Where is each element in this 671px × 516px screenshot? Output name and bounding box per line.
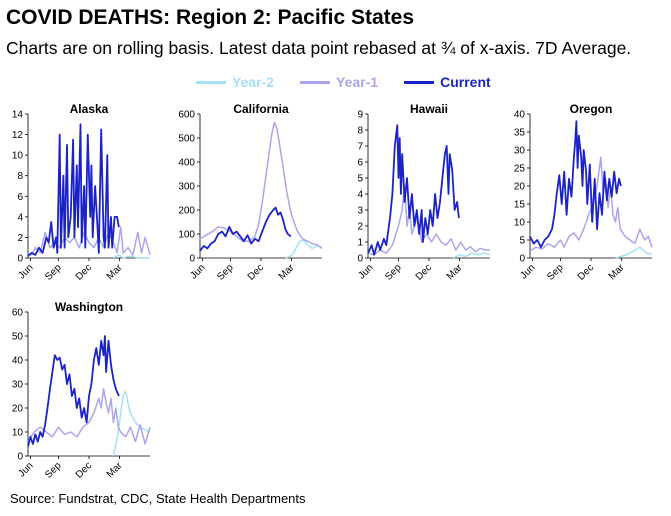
chart-subtitle: Charts are on rolling basis. Latest data… [6, 38, 632, 58]
y-tick-label: 0 [357, 254, 363, 265]
y-tick-label: 20 [12, 404, 24, 415]
x-tick-label: Jun [356, 262, 375, 281]
y-tick-label: 200 [178, 206, 195, 217]
x-tick-label: Mar [277, 262, 297, 282]
series-line-current [529, 120, 622, 249]
y-tick-label: 5 [357, 174, 363, 185]
series-line-year-2 [112, 254, 150, 259]
series-line-current [367, 124, 460, 256]
legend-swatch-year-1 [300, 80, 331, 84]
y-tick-label: 100 [178, 230, 195, 241]
y-tick-label: 2 [357, 222, 363, 233]
y-tick-label: 25 [514, 164, 526, 175]
x-tick-label: Dec [414, 262, 434, 282]
y-tick-label: 7 [357, 142, 363, 153]
legend-label-year-2: Year-2 [232, 74, 275, 90]
x-tick-label: Jun [16, 262, 35, 281]
y-tick-label: 8 [357, 126, 363, 137]
y-tick-label: 8 [17, 171, 23, 182]
series-line-year-2 [453, 252, 491, 259]
legend-swatch-current [404, 80, 435, 84]
x-tick-label: Sep [545, 262, 566, 283]
y-tick-label: 10 [12, 428, 24, 439]
legend-label-current: Current [440, 74, 491, 90]
y-tick-label: 10 [514, 218, 526, 229]
y-tick-label: 0 [17, 452, 23, 463]
x-tick-label: Mar [445, 262, 465, 282]
x-tick-label: Mar [607, 262, 627, 282]
chart-california: California 0 100 200 300 400 500 600 Jun Sep Dec Ma… [178, 102, 323, 283]
y-tick-label: 10 [12, 151, 24, 162]
x-tick-label: Sep [215, 262, 236, 283]
subplot-title: California [233, 102, 289, 116]
source-note: Source: Fundstrat, CDC, State Health Dep… [10, 491, 306, 506]
y-tick-label: 4 [17, 212, 23, 223]
legend-swatch-year-2 [196, 80, 226, 84]
x-tick-label: Dec [74, 262, 94, 282]
series-line-year-1 [529, 156, 653, 252]
subplot-title: Alaska [70, 102, 109, 116]
x-tick-label: Dec [246, 262, 266, 282]
y-tick-label: 500 [178, 134, 195, 145]
y-tick-label: 40 [12, 356, 24, 367]
y-tick-label: 60 [12, 308, 24, 319]
y-tick-label: 2 [17, 233, 23, 244]
y-tick-label: 40 [514, 110, 526, 121]
y-tick-label: 30 [12, 380, 24, 391]
y-tick-label: 50 [12, 332, 24, 343]
chart-washington: Washington 0 10 20 30 40 50 60 Jun Sep Dec Mar [12, 300, 151, 481]
y-tick-label: 4 [357, 190, 363, 201]
series-line-current [27, 335, 120, 447]
y-tick-label: 300 [178, 182, 195, 193]
y-tick-label: 14 [12, 110, 24, 121]
series-line-year-2 [615, 246, 653, 259]
x-tick-label: Jun [16, 460, 35, 479]
x-tick-label: Dec [576, 262, 596, 282]
series-line-current [27, 123, 120, 257]
x-tick-label: Jun [518, 262, 537, 281]
series-line-current [199, 206, 292, 252]
chart-hawaii: Hawaii 0 1 2 3 4 5 6 7 8 9 Jun Sep Dec Mar [356, 102, 491, 283]
series-line-year-1 [199, 121, 323, 250]
series-line-year-1 [27, 388, 151, 445]
x-tick-label: Sep [43, 460, 64, 481]
legend: Year-2 Year-1 Current [196, 72, 491, 92]
y-tick-label: 5 [519, 236, 525, 247]
subplot-title: Oregon [570, 102, 613, 116]
y-tick-label: 35 [514, 128, 526, 139]
x-tick-label: Sep [43, 262, 64, 283]
y-tick-label: 9 [357, 110, 363, 121]
x-tick-label: Jun [188, 262, 207, 281]
y-tick-label: 6 [17, 192, 23, 203]
subplot-title: Hawaii [410, 102, 448, 116]
y-tick-label: 30 [514, 146, 526, 157]
chart-alaska: Alaska 0 2 4 6 8 10 12 14 Jun Sep Dec Mar [12, 102, 151, 283]
y-tick-label: 15 [514, 200, 526, 211]
chart-title: COVID DEATHS: Region 2: Pacific States [6, 6, 415, 29]
series-line-year-2 [285, 239, 323, 259]
y-tick-label: 400 [178, 158, 195, 169]
subplot-title: Washington [55, 300, 123, 314]
y-tick-label: 0 [17, 254, 23, 265]
x-tick-label: Mar [105, 460, 125, 480]
y-tick-label: 0 [189, 254, 195, 265]
series-line-year-1 [367, 185, 490, 256]
x-tick-label: Mar [105, 262, 125, 282]
y-tick-label: 20 [514, 182, 526, 193]
legend-item-current: Current [404, 74, 491, 90]
legend-item-year-2: Year-2 [196, 74, 274, 90]
legend-label-year-1: Year-1 [336, 74, 379, 90]
y-tick-label: 3 [357, 206, 363, 217]
series-line-year-2 [112, 390, 151, 457]
y-tick-label: 0 [519, 254, 525, 265]
x-tick-label: Sep [383, 262, 404, 283]
x-tick-label: Dec [74, 460, 94, 480]
y-tick-label: 6 [357, 158, 363, 169]
y-tick-label: 1 [357, 238, 363, 249]
y-tick-label: 600 [178, 110, 195, 121]
y-tick-label: 12 [12, 130, 24, 141]
legend-item-year-1: Year-1 [300, 74, 378, 90]
chart-oregon: Oregon 0 5 10 15 20 25 30 35 40 Jun Sep Dec Mar [514, 102, 653, 283]
